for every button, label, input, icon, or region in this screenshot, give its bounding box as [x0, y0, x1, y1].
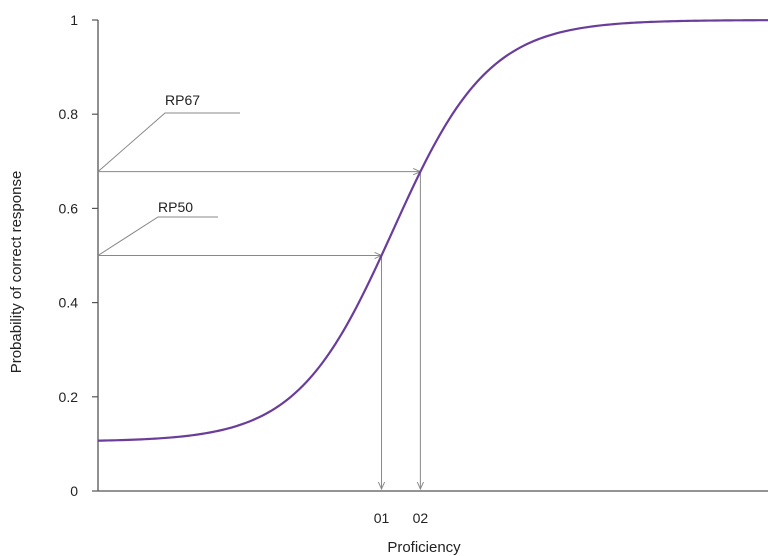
y-tick-label: 0 — [70, 483, 78, 499]
y-tick-label: 0.6 — [59, 200, 79, 216]
rp-leader-line — [97, 216, 218, 256]
y-tick-label: 0.4 — [59, 295, 79, 311]
y-axis-title: Probability of correct response — [8, 171, 25, 374]
y-tick-label: 0.8 — [59, 106, 79, 122]
x-tick-label: 01 — [374, 510, 390, 526]
rp-label: RP67 — [165, 92, 200, 108]
response-curve — [97, 19, 768, 442]
y-tick-label: 1 — [70, 12, 78, 28]
annotations — [97, 112, 420, 489]
rp-label: RP50 — [158, 199, 193, 215]
rp-leader-line — [97, 112, 240, 173]
labels: 0 0.2 0.4 0.6 0.8 1 RP67 02 RP50 01 Proficiency Pro… — [8, 12, 461, 556]
y-tick-label: 0.2 — [59, 389, 79, 405]
x-axis-title: Proficiency — [387, 539, 461, 556]
x-tick-label: 02 — [413, 510, 429, 526]
curve-layer — [97, 19, 768, 442]
